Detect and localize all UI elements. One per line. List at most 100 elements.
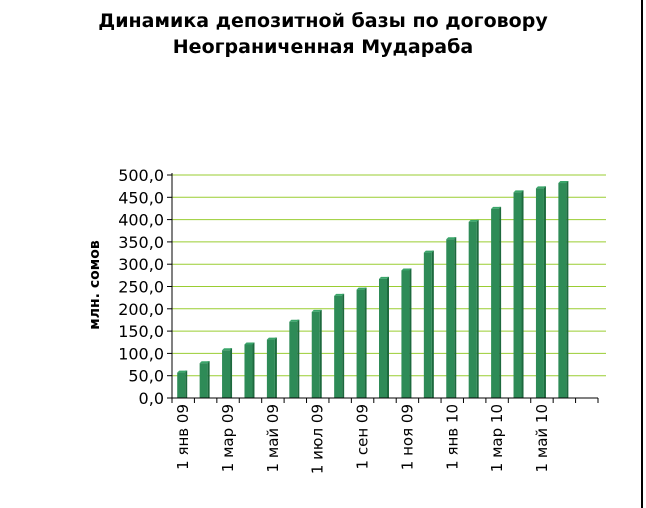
y-tick-label: 150,0 <box>118 322 164 341</box>
bar-front <box>244 344 253 398</box>
bar-side <box>566 181 569 398</box>
bar-front <box>491 208 500 398</box>
y-tick-label: 50,0 <box>128 367 164 386</box>
y-tick-label: 400,0 <box>118 211 164 230</box>
bar-top <box>558 181 569 184</box>
bar <box>289 319 300 398</box>
bar <box>334 293 345 398</box>
bar-side <box>431 250 434 398</box>
bar-top <box>491 206 502 209</box>
bar-top <box>244 342 255 345</box>
bar-side <box>319 309 322 398</box>
bar-front <box>289 321 298 398</box>
bar <box>266 337 277 398</box>
x-tick-labels: 1 янв 09 1 мар 09 1 май 09 1 июл 09 1 сен 09… <box>174 404 551 474</box>
bar <box>356 287 367 398</box>
bar <box>513 190 524 398</box>
bar-top <box>535 186 546 189</box>
bar-top <box>468 219 479 222</box>
bar-front <box>423 252 432 398</box>
y-tick-label: 250,0 <box>118 278 164 297</box>
bar-top <box>199 361 210 364</box>
bar-top <box>311 309 322 312</box>
bar-front <box>222 350 231 398</box>
y-tick-label: 0,0 <box>139 389 164 408</box>
bar <box>222 348 233 398</box>
bar-front <box>334 295 343 398</box>
axes <box>167 173 599 403</box>
bar <box>446 237 457 398</box>
bar-side <box>297 319 300 398</box>
bar-front <box>379 278 387 398</box>
bar-side <box>543 186 546 398</box>
bar-front <box>401 270 410 398</box>
bar-side <box>476 219 479 398</box>
bar-side <box>207 361 210 398</box>
bars <box>177 181 569 398</box>
bar-front <box>177 372 186 398</box>
bar-front <box>558 183 567 398</box>
bar-side <box>499 206 502 398</box>
bar <box>401 268 412 398</box>
bar-front <box>199 363 208 398</box>
bar-top <box>266 337 277 340</box>
bar-top <box>334 293 345 296</box>
chart-title: Динамика депозитной базы по договору Нео… <box>0 8 646 60</box>
bar-top <box>513 190 524 193</box>
bar-top <box>356 287 367 290</box>
chart-title-line-2: Неограниченная Мудараба <box>172 36 474 58</box>
y-tick-labels: 0,0 50,0 100,0 150,0 200,0 250,0 300,0 350,0 400… <box>118 166 164 408</box>
bar <box>379 276 389 398</box>
x-tick-label: 1 июл 09 <box>309 404 327 474</box>
bar-side <box>521 190 524 398</box>
y-tick-label: 300,0 <box>118 255 164 274</box>
bar-side <box>185 370 188 398</box>
bar-side <box>342 293 345 398</box>
bar-front <box>311 311 320 398</box>
bar-top <box>379 276 389 279</box>
bar-front <box>513 192 522 398</box>
y-tick-label: 100,0 <box>118 344 164 363</box>
x-tick-label: 1 май 10 <box>533 404 551 472</box>
bar-side <box>274 337 277 398</box>
bar <box>423 250 434 398</box>
bar-side <box>387 276 389 398</box>
bar <box>199 361 210 398</box>
bar <box>311 309 322 398</box>
x-tick-label: 1 ноя 09 <box>398 404 416 470</box>
bar-side <box>230 348 233 398</box>
y-tick-label: 500,0 <box>118 166 164 185</box>
x-tick-label: 1 май 09 <box>264 404 282 472</box>
bar-front <box>468 221 477 398</box>
bar-front <box>356 289 365 398</box>
bar-side <box>409 268 412 398</box>
chart-title-line-1: Динамика депозитной базы по договору <box>98 10 548 32</box>
bar <box>491 206 502 398</box>
bar-top <box>446 237 457 240</box>
x-tick-label: 1 янв 10 <box>443 404 461 470</box>
bar-top <box>222 348 233 351</box>
x-tick-label: 1 мар 10 <box>488 404 506 472</box>
bar-front <box>446 239 455 398</box>
bar <box>468 219 479 398</box>
bar-top <box>401 268 412 271</box>
x-tick-label: 1 янв 09 <box>174 404 192 470</box>
bar-side <box>364 287 367 398</box>
frame-border-right <box>641 0 643 508</box>
x-tick-label: 1 сен 09 <box>354 404 372 469</box>
bar <box>535 186 546 398</box>
bar <box>558 181 569 398</box>
y-tick-label: 450,0 <box>118 188 164 207</box>
bar <box>244 342 255 398</box>
bar-top <box>289 319 300 322</box>
y-tick-label: 200,0 <box>118 300 164 319</box>
bar-front <box>535 188 544 398</box>
bar-side <box>252 342 255 398</box>
y-tick-label: 350,0 <box>118 233 164 252</box>
bar-front <box>266 339 275 398</box>
bar-top <box>177 370 188 373</box>
bar-side <box>454 237 457 398</box>
x-tick-label: 1 мар 09 <box>219 404 237 472</box>
bar <box>177 370 188 398</box>
